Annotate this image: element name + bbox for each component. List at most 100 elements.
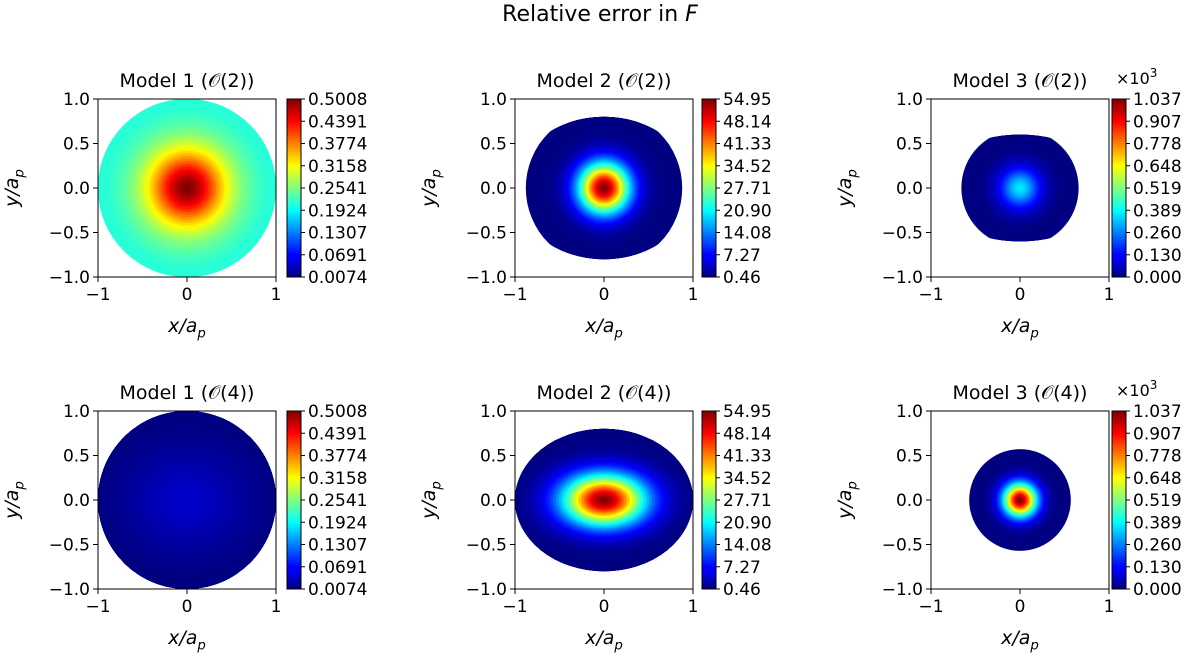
y-tick-label: −1.0 — [466, 580, 507, 600]
colorbar-tick-label: 0.4391 — [308, 424, 367, 444]
colorbar-tick-label: 0.389 — [1133, 201, 1182, 221]
y-tick-label: −1.0 — [466, 268, 507, 288]
x-axis-label-main: x/a — [584, 315, 614, 337]
x-tick-label: −1 — [918, 597, 943, 617]
colorbar-tick-label: 27.71 — [723, 179, 772, 199]
y-tick-label: 0.5 — [63, 447, 90, 467]
y-tick-label: −0.5 — [49, 224, 90, 244]
colorbar — [701, 410, 717, 590]
x-axis-label-sub: p — [196, 638, 205, 653]
panel-4: Model 1 (𝒪(4))−1 0 1−1.0−0.50.00.51.0x/apy… — [1, 382, 367, 653]
y-tick-label: −0.5 — [49, 536, 90, 556]
x-tick-label: 0 — [182, 597, 193, 617]
colorbar-tick-label: 48.14 — [723, 424, 772, 444]
colorbar-tick-label: 54.95 — [723, 402, 772, 422]
colorbar-tick-label: 0.000 — [1133, 580, 1182, 600]
y-axis-label-main: y/a — [1, 178, 23, 208]
y-axis-label-sub: p — [429, 169, 444, 178]
colorbar-tick-label: 0.648 — [1133, 157, 1182, 177]
heatmap-field — [969, 449, 1071, 551]
heatmap-field — [515, 428, 693, 572]
colorbar — [1111, 98, 1127, 278]
colorbar-tick-label: 0.389 — [1133, 513, 1182, 533]
y-tick-label: 0.0 — [480, 179, 507, 199]
x-axis-label: x/ap — [1000, 627, 1039, 653]
field-contour — [1019, 499, 1021, 501]
colorbar-tick-label: 0.1924 — [308, 513, 367, 533]
panel-title: Model 2 (𝒪(2)) — [537, 70, 672, 92]
colorbar-tick-label: 34.52 — [723, 469, 772, 489]
y-tick-label: 0.0 — [896, 491, 923, 511]
colorbar-tick-label: 0.000 — [1133, 268, 1182, 288]
x-tick-label: −1 — [502, 597, 527, 617]
x-tick-label: 1 — [688, 285, 699, 305]
y-axis-label-sub: p — [429, 481, 444, 490]
x-axis-label-sub: p — [613, 638, 622, 653]
y-tick-label: 0.0 — [480, 491, 507, 511]
x-tick-label: 0 — [1015, 597, 1026, 617]
colorbar-tick-label: 20.90 — [723, 513, 772, 533]
x-tick-label: 1 — [271, 597, 282, 617]
colorbar — [1111, 410, 1127, 590]
colorbar-tick-label: 0.46 — [723, 580, 761, 600]
colorbar-tick-label: 7.27 — [723, 558, 761, 578]
colorbar-multiplier: ×103 — [1116, 378, 1157, 400]
y-tick-label: 1.0 — [896, 402, 923, 422]
y-axis-label-sub: p — [845, 169, 860, 178]
x-axis-label: x/ap — [167, 627, 206, 653]
y-tick-label: −1.0 — [882, 580, 923, 600]
colorbar-tick-label: 7.27 — [723, 246, 761, 266]
colorbar-tick-label: 0.2541 — [308, 491, 367, 511]
colorbar-tick-label: 0.0074 — [308, 268, 367, 288]
colorbar-tick-label: 0.778 — [1133, 447, 1182, 467]
panel-1: Model 1 (𝒪(2))−1 0 1−1.0−0.50.00.51.0x/apy… — [1, 70, 367, 341]
y-axis-label-main: y/a — [1, 490, 23, 520]
colorbar-tick-label: 0.519 — [1133, 179, 1182, 199]
colorbar-tick-label: 0.3158 — [308, 469, 367, 489]
colorbar-tick-label: 20.90 — [723, 201, 772, 221]
colorbar-tick-label: 0.3774 — [308, 135, 367, 155]
colorbar-tick-label: 0.907 — [1133, 112, 1182, 132]
colorbar — [286, 98, 302, 278]
heatmap-field — [961, 134, 1079, 242]
colorbar-tick-label: 0.1307 — [308, 536, 367, 556]
y-axis-label-sub: p — [12, 169, 27, 178]
colorbar-tick-label: 41.33 — [723, 447, 772, 467]
colorbar-tick-label: 0.0074 — [308, 580, 367, 600]
y-axis-label-main: y/a — [418, 178, 440, 208]
y-tick-label: 0.5 — [63, 135, 90, 155]
colorbar — [701, 98, 717, 278]
panel-title: Model 1 (𝒪(2)) — [120, 70, 255, 92]
y-tick-label: 0.5 — [896, 447, 923, 467]
x-axis-label-sub: p — [613, 326, 622, 341]
x-tick-label: 1 — [271, 285, 282, 305]
x-tick-label: 1 — [1104, 285, 1115, 305]
y-axis-label-sub: p — [12, 481, 27, 490]
colorbar-tick-label: 0.5008 — [308, 402, 367, 422]
x-axis-label-sub: p — [196, 326, 205, 341]
y-axis-label-main: y/a — [834, 178, 856, 208]
y-tick-label: 1.0 — [896, 90, 923, 110]
heatmap-field — [98, 99, 276, 277]
colorbar-tick-label: 14.08 — [723, 224, 772, 244]
colorbar-tick-label: 0.130 — [1133, 246, 1182, 266]
y-tick-label: −0.5 — [466, 536, 507, 556]
x-tick-label: 1 — [1104, 597, 1115, 617]
colorbar-tick-label: 34.52 — [723, 157, 772, 177]
y-axis-label-sub: p — [845, 481, 860, 490]
heatmap-field — [98, 411, 276, 589]
y-axis-label: y/ap — [834, 481, 860, 520]
figure-title-variable: F — [685, 2, 698, 27]
y-axis-label-main: y/a — [418, 490, 440, 520]
field-contour — [603, 187, 605, 189]
x-tick-label: 0 — [1015, 285, 1026, 305]
x-axis-label-main: x/a — [1000, 315, 1030, 337]
heatmap-field — [525, 116, 683, 260]
colorbar-tick-label: 0.907 — [1133, 424, 1182, 444]
figure-title: Relative error in F — [0, 0, 1200, 30]
colorbar-tick-label: 1.037 — [1133, 402, 1182, 422]
y-tick-label: 1.0 — [63, 402, 90, 422]
colorbar-tick-label: 0.2541 — [308, 179, 367, 199]
x-axis-label-main: x/a — [1000, 627, 1030, 649]
